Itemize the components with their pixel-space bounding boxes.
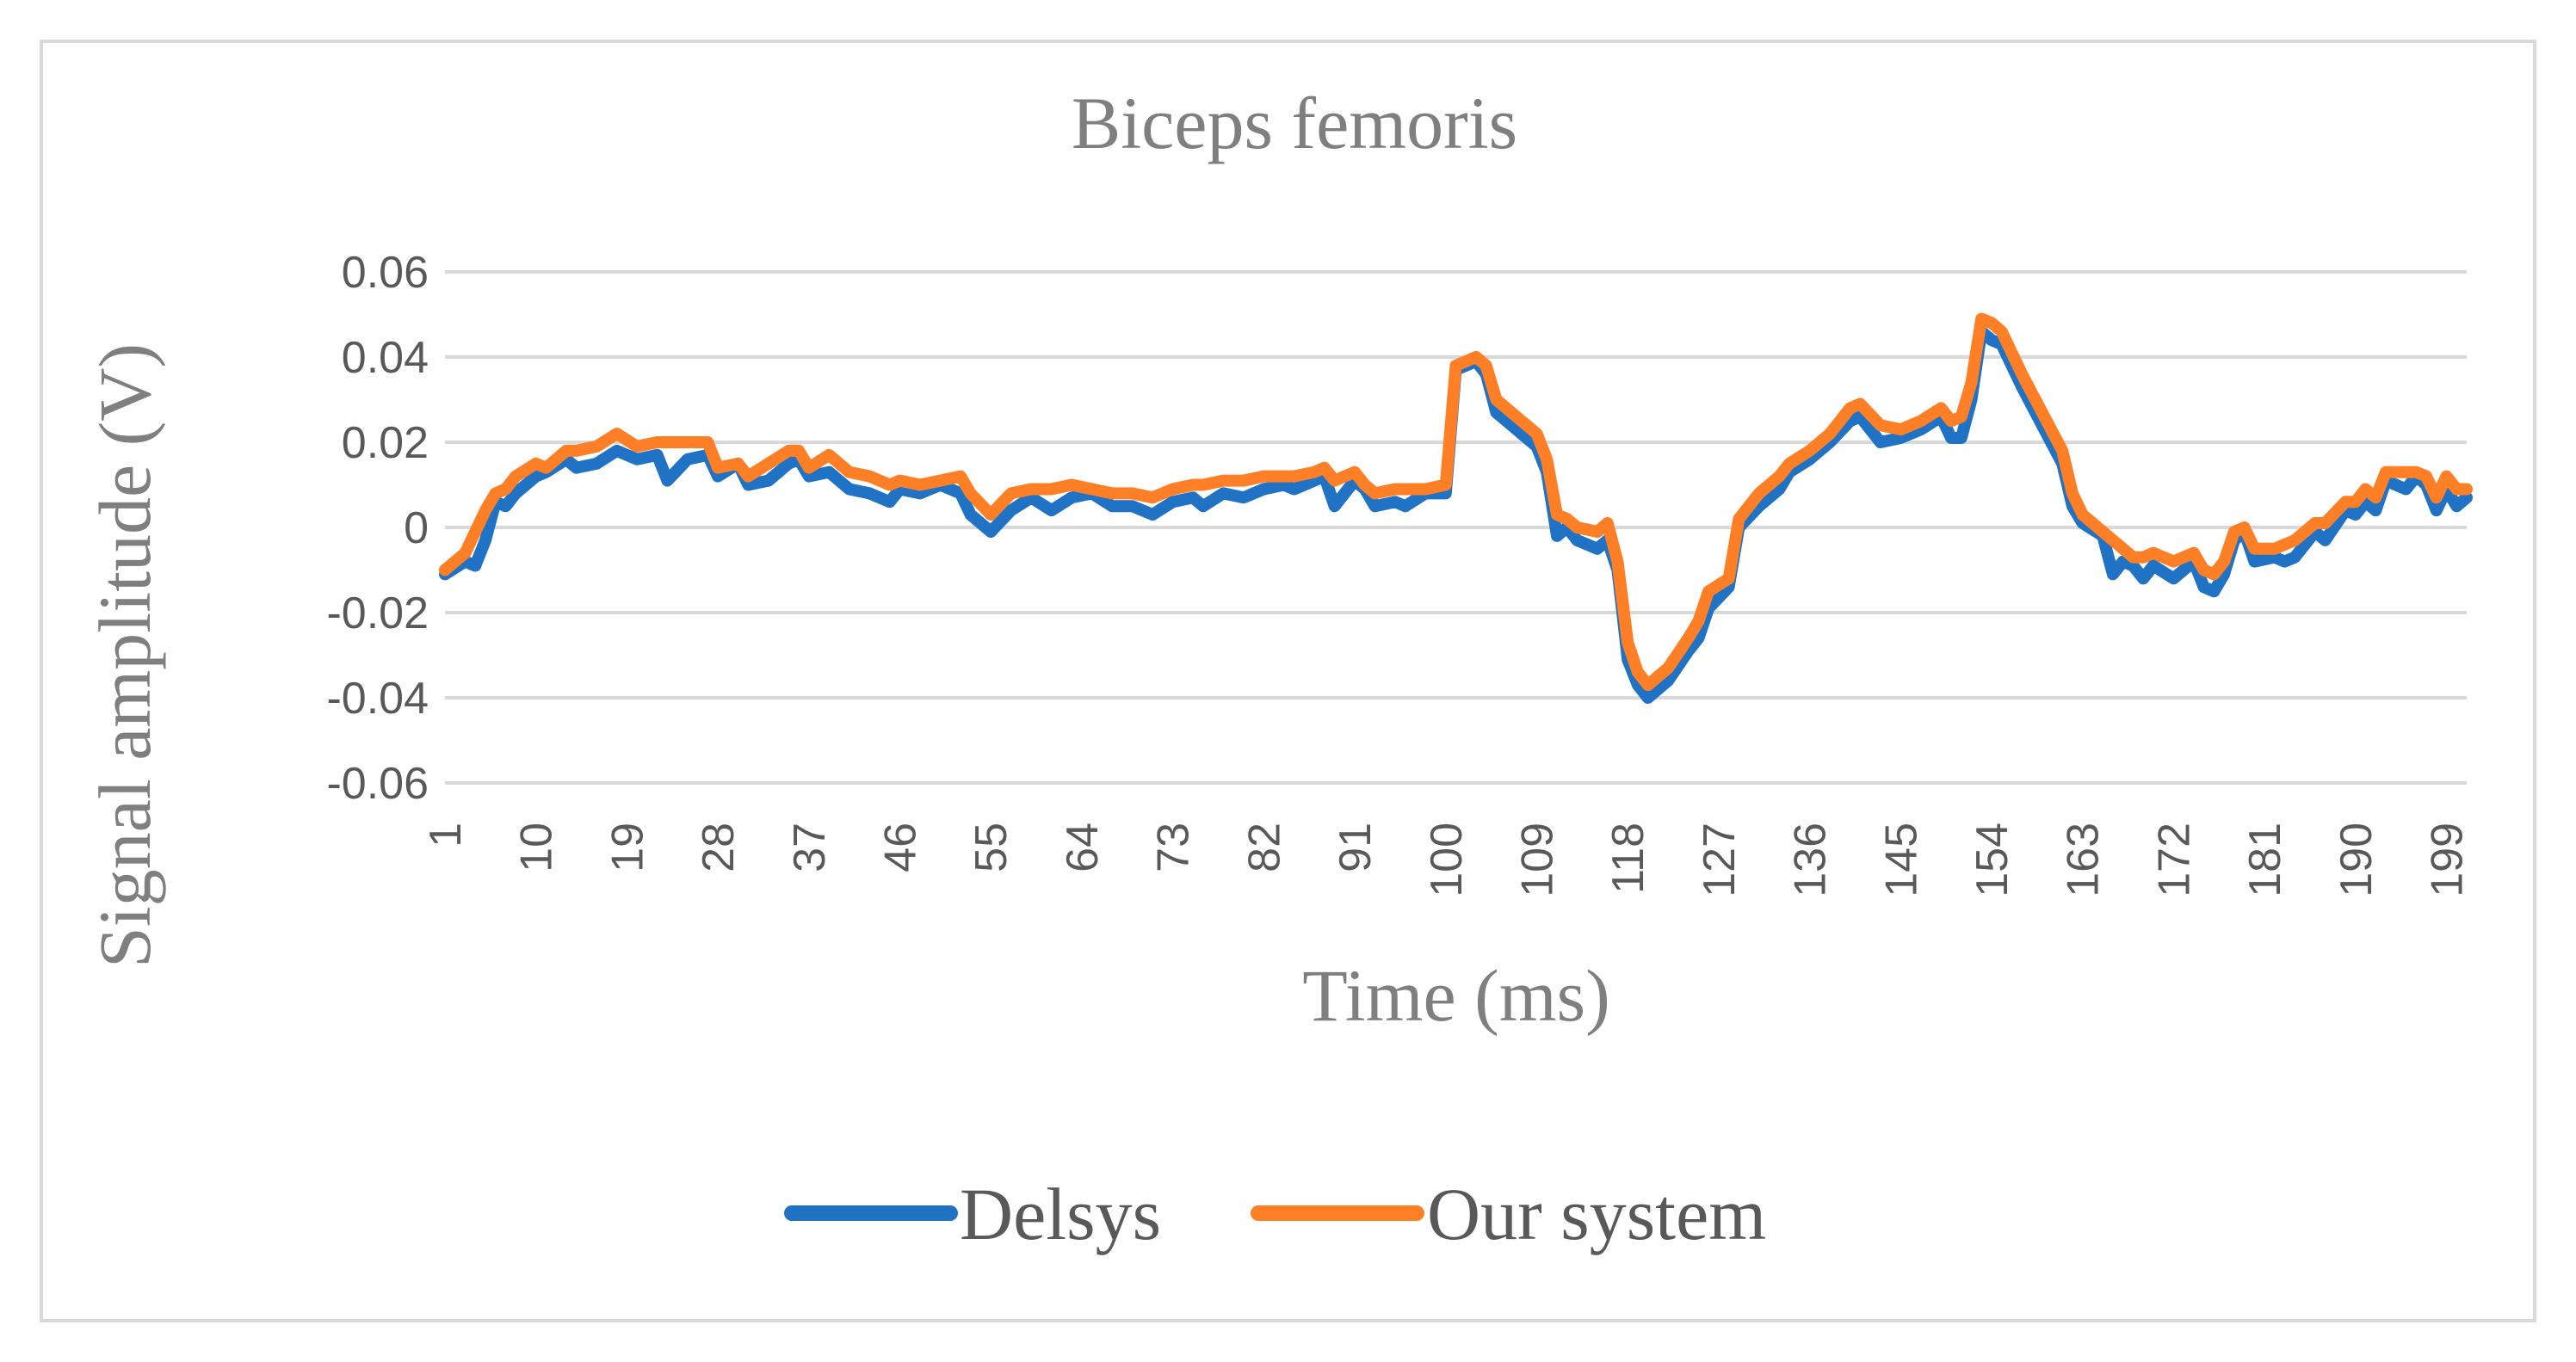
legend-label-delsys: Delsys [960,1173,1161,1255]
y-tick-label: 0.02 [342,418,429,468]
x-tick-label: 127 [1695,823,1745,897]
x-tick-label: 118 [1603,823,1653,894]
y-tick-label: -0.02 [326,589,429,638]
x-tick-label: 82 [1239,823,1289,872]
y-axis-title: Signal amplitude (V) [83,343,166,968]
series-line-our-system [439,312,2473,692]
x-tick-label: 64 [1058,823,1108,872]
x-tick-label: 100 [1422,823,1472,897]
x-tick-label: 136 [1786,823,1836,897]
legend-item-our-system: Our system [1251,1173,1766,1255]
y-tick-label: 0.04 [342,333,429,383]
x-tick-label: 91 [1331,823,1381,872]
series-lines [439,312,2473,704]
x-tick-label: 190 [2332,823,2381,897]
y-tick-label: -0.04 [326,674,429,724]
x-tick-label: 46 [876,823,926,872]
x-tick-label: 172 [2149,823,2199,897]
legend: Delsys Our system [784,1173,1766,1255]
x-tick-label: 181 [2240,823,2290,897]
y-tick-label: 0 [404,503,429,553]
x-tick-label: 145 [1876,823,1926,897]
line-chart: Biceps femoris 0.06 0.04 0.02 0 -0.02 -0.04 -0… [83,82,2473,1255]
x-tick-label: 73 [1149,823,1199,872]
legend-item-delsys: Delsys [784,1173,1161,1255]
y-axis-ticks: 0.06 0.04 0.02 0 -0.02 -0.04 -0.06 [326,248,429,809]
x-axis-title: Time (ms) [1302,954,1610,1037]
y-tick-label: -0.06 [326,759,429,809]
chart-title: Biceps femoris [1072,82,1517,164]
chart-container: Biceps femoris 0.06 0.04 0.02 0 -0.02 -0.04 -0… [40,40,2536,1322]
gridlines [445,270,2467,785]
x-tick-label: 109 [1512,823,1562,897]
x-tick-label: 199 [2423,823,2473,897]
legend-label-our-system: Our system [1427,1173,1766,1255]
x-axis-ticks: 1 10 19 28 37 46 55 64 73 82 91 100 109 118 127 136 145 1… [421,823,2473,897]
x-tick-label: 37 [785,823,835,872]
x-tick-label: 10 [512,823,562,872]
x-tick-label: 154 [1968,823,2017,897]
y-tick-label: 0.06 [342,248,429,298]
x-tick-label: 1 [421,823,471,847]
x-tick-label: 55 [967,823,1016,872]
x-tick-label: 163 [2059,823,2109,897]
x-tick-label: 28 [694,823,744,872]
x-tick-label: 19 [602,823,652,872]
